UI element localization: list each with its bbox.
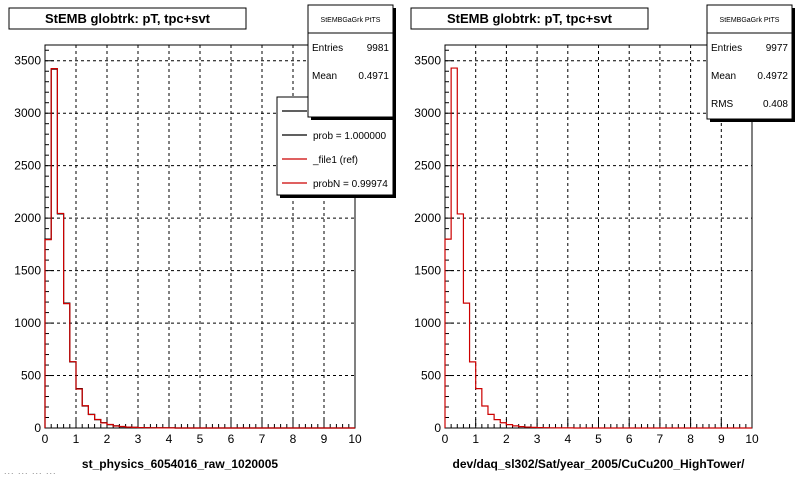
stats-value: 9977 <box>766 43 789 54</box>
x-axis-label: st_physics_6054016_raw_1020005 <box>82 457 278 471</box>
x-tick-label: 3 <box>135 432 142 446</box>
y-tick-label: 1500 <box>14 264 41 278</box>
stats-label: Mean <box>711 71 736 82</box>
x-tick-label: 4 <box>166 432 173 446</box>
y-tick-label: 0 <box>34 421 41 435</box>
x-tick-label: 0 <box>442 432 449 446</box>
stats-label: Entries <box>711 43 742 54</box>
footer-stub: ... ... ... ... <box>4 466 57 476</box>
legend-entry: _file1 (ref) <box>312 155 358 166</box>
y-tick-label: 3500 <box>414 54 441 68</box>
legend-entry: prob = 1.000000 <box>313 131 387 142</box>
stats-value: 0.4971 <box>358 71 389 82</box>
x-tick-label: 5 <box>197 432 204 446</box>
y-tick-label: 3500 <box>14 54 41 68</box>
x-tick-label: 4 <box>564 432 571 446</box>
stats-value: 0.4972 <box>757 71 788 82</box>
y-tick-label: 1000 <box>414 316 441 330</box>
stats-name: StEMBGaGrk PtTS <box>720 17 780 24</box>
legend-entry: probN = 0.99974 <box>313 179 388 190</box>
stats-label: Mean <box>312 71 337 82</box>
series-line--file1-ref- <box>44 68 355 429</box>
title-box <box>8 7 247 30</box>
x-tick-label: 2 <box>503 432 510 446</box>
x-tick-label: 6 <box>626 432 633 446</box>
x-tick-label: 8 <box>687 432 694 446</box>
y-tick-label: 1500 <box>414 264 441 278</box>
x-tick-label: 10 <box>745 432 759 446</box>
y-tick-label: 2000 <box>414 211 441 225</box>
x-tick-label: 2 <box>104 432 111 446</box>
stats-box <box>706 4 793 120</box>
x-axis-label: dev/daq_sl302/Sat/year_2005/CuCu200_High… <box>453 457 746 471</box>
x-tick-label: 0 <box>42 432 49 446</box>
stats-value: 9981 <box>367 43 390 54</box>
y-tick-label: 2500 <box>414 159 441 173</box>
y-tick-label: 3000 <box>414 106 441 120</box>
chart-title: StEMB globtrk: pT, tpc+svt <box>45 11 211 26</box>
x-tick-label: 1 <box>73 432 80 446</box>
y-tick-label: 3000 <box>14 106 41 120</box>
stats-label: RMS <box>711 99 734 110</box>
x-tick-label: 1 <box>472 432 479 446</box>
x-tick-label: 5 <box>595 432 602 446</box>
series-line-histogram <box>444 67 752 429</box>
y-tick-label: 0 <box>434 421 441 435</box>
x-tick-label: 3 <box>534 432 541 446</box>
x-tick-label: 7 <box>657 432 664 446</box>
stats-name: StEMBGaGrk PtTS <box>321 17 381 24</box>
y-tick-label: 500 <box>421 369 441 383</box>
stats-box <box>307 4 394 118</box>
title-box <box>410 7 649 30</box>
y-tick-label: 1000 <box>14 316 41 330</box>
chart-title: StEMB globtrk: pT, tpc+svt <box>447 11 613 26</box>
y-tick-label: 2500 <box>14 159 41 173</box>
x-tick-label: 10 <box>348 432 362 446</box>
stats-label: Entries <box>312 43 343 54</box>
x-tick-label: 7 <box>259 432 266 446</box>
stats-value: 0.408 <box>763 99 788 110</box>
y-tick-label: 2000 <box>14 211 41 225</box>
x-tick-label: 8 <box>290 432 297 446</box>
x-tick-label: 6 <box>228 432 235 446</box>
x-tick-label: 9 <box>718 432 725 446</box>
y-tick-label: 500 <box>21 369 41 383</box>
x-tick-label: 9 <box>321 432 328 446</box>
